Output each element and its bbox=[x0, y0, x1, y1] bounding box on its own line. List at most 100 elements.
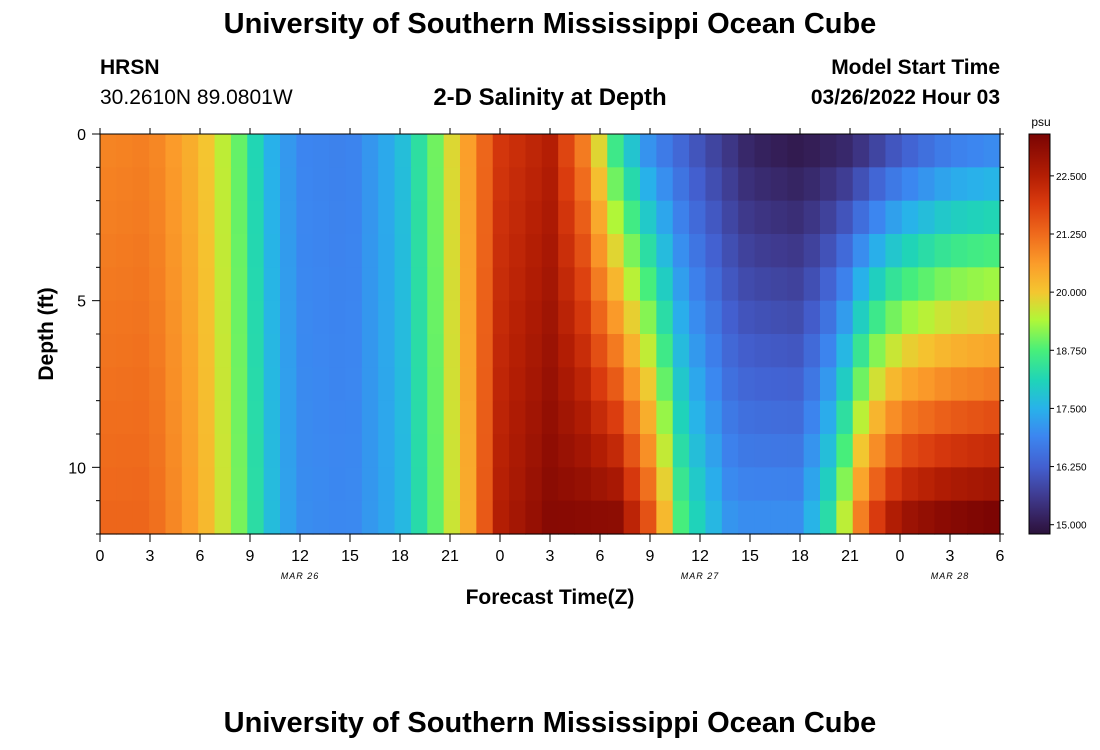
heatmap-cell bbox=[672, 134, 690, 168]
heatmap-cell bbox=[427, 467, 445, 502]
heatmap-cell bbox=[394, 367, 412, 402]
heatmap-cell bbox=[116, 400, 134, 435]
heatmap-cell bbox=[967, 400, 985, 435]
heatmap-cell bbox=[885, 400, 903, 435]
heatmap-cell bbox=[476, 300, 494, 335]
x-tick-label: 6 bbox=[596, 548, 605, 565]
heatmap-cell bbox=[738, 467, 756, 502]
heatmap-cell bbox=[443, 467, 461, 502]
heatmap-cell bbox=[656, 500, 674, 535]
heatmap-cell bbox=[100, 334, 117, 368]
heatmap-cell bbox=[738, 200, 756, 235]
heatmap-cell bbox=[934, 200, 952, 235]
heatmap-cell bbox=[983, 267, 1001, 302]
heatmap-cell bbox=[296, 500, 314, 535]
heatmap-cell bbox=[100, 500, 117, 535]
heatmap-cell bbox=[410, 267, 428, 302]
heatmap-cell bbox=[656, 467, 674, 502]
heatmap-cell bbox=[378, 234, 396, 268]
heatmap-cell bbox=[263, 334, 281, 368]
heatmap-cell bbox=[983, 400, 1001, 435]
heatmap-cell bbox=[181, 434, 199, 468]
heatmap-cell bbox=[230, 200, 248, 235]
heatmap-cell bbox=[345, 467, 363, 502]
heatmap-cell bbox=[460, 134, 477, 168]
heatmap-cell bbox=[640, 467, 657, 502]
heatmap-cell bbox=[132, 234, 150, 268]
heatmap-cell bbox=[721, 200, 739, 235]
heatmap-cell bbox=[836, 234, 854, 268]
heatmap-cell bbox=[329, 434, 347, 468]
heatmap-cell bbox=[967, 234, 985, 268]
heatmap-cell bbox=[394, 234, 412, 268]
heatmap-cell bbox=[967, 267, 985, 302]
heatmap-cell bbox=[149, 200, 167, 235]
heatmap-cell bbox=[738, 300, 756, 335]
x-tick-label: 6 bbox=[996, 548, 1005, 565]
heatmap-cell bbox=[705, 200, 723, 235]
y-axis-label: Depth (ft) bbox=[35, 287, 58, 380]
heatmap-cell bbox=[149, 367, 167, 402]
heatmap-cell bbox=[214, 434, 232, 468]
heatmap-cell bbox=[590, 400, 608, 435]
heatmap-cell bbox=[312, 134, 330, 168]
heatmap-cell bbox=[509, 200, 527, 235]
heatmap-cell bbox=[361, 200, 379, 235]
heatmap-cell bbox=[443, 434, 461, 468]
heatmap-cell bbox=[263, 134, 281, 168]
heatmap-cell bbox=[590, 134, 608, 168]
heatmap-cell bbox=[885, 234, 903, 268]
heatmap-cell bbox=[640, 367, 657, 402]
heatmap-cell bbox=[770, 434, 788, 468]
heatmap-cell bbox=[950, 300, 968, 335]
heatmap-cell bbox=[100, 434, 117, 468]
heatmap-cell bbox=[100, 167, 117, 202]
x-tick-label: 3 bbox=[146, 548, 155, 565]
heatmap-cell bbox=[607, 267, 625, 302]
heatmap-cell bbox=[378, 300, 396, 335]
heatmap-cell bbox=[820, 167, 837, 202]
heatmap-cell bbox=[885, 267, 903, 302]
heatmap-cell bbox=[296, 400, 314, 435]
heatmap-cell bbox=[509, 300, 527, 335]
heatmap-cell bbox=[738, 400, 756, 435]
heatmap-cell bbox=[607, 434, 625, 468]
heatmap-cell bbox=[689, 434, 707, 468]
heatmap-cell bbox=[443, 167, 461, 202]
heatmap-cell bbox=[607, 134, 625, 168]
heatmap-cell bbox=[460, 334, 477, 368]
heatmap-cell bbox=[918, 400, 936, 435]
heatmap-cell bbox=[672, 400, 690, 435]
x-tick-label: 3 bbox=[946, 548, 955, 565]
heatmap-cell bbox=[541, 367, 559, 402]
heatmap-cell bbox=[525, 300, 543, 335]
heatmap-cell bbox=[394, 400, 412, 435]
heatmap-cell bbox=[885, 334, 903, 368]
heatmap-cell bbox=[787, 434, 805, 468]
x-tick-label: 21 bbox=[841, 548, 859, 565]
heatmap-cell bbox=[983, 134, 1001, 168]
heatmap-cell bbox=[820, 134, 837, 168]
heatmap-cell bbox=[705, 334, 723, 368]
footer-title: University of Southern Mississippi Ocean… bbox=[223, 707, 877, 739]
heatmap-cell bbox=[509, 267, 527, 302]
heatmap-cell bbox=[280, 500, 297, 535]
heatmap-cell bbox=[427, 367, 445, 402]
heatmap-cell bbox=[410, 200, 428, 235]
heatmap-cell bbox=[689, 400, 707, 435]
heatmap-cell bbox=[509, 367, 527, 402]
heatmap-cell bbox=[640, 434, 657, 468]
heatmap-cell bbox=[509, 400, 527, 435]
heatmap-cell bbox=[852, 400, 870, 435]
heatmap-cell bbox=[230, 467, 248, 502]
heatmap-cell bbox=[329, 334, 347, 368]
heatmap-cell bbox=[950, 267, 968, 302]
heatmap-cell bbox=[623, 234, 641, 268]
heatmap-cell bbox=[329, 200, 347, 235]
heatmap-cell bbox=[329, 400, 347, 435]
heatmap-cell bbox=[558, 134, 576, 168]
heatmap-cell bbox=[787, 500, 805, 535]
heatmap-cell bbox=[247, 267, 265, 302]
heatmap-cell bbox=[263, 300, 281, 335]
heatmap-cell bbox=[443, 334, 461, 368]
